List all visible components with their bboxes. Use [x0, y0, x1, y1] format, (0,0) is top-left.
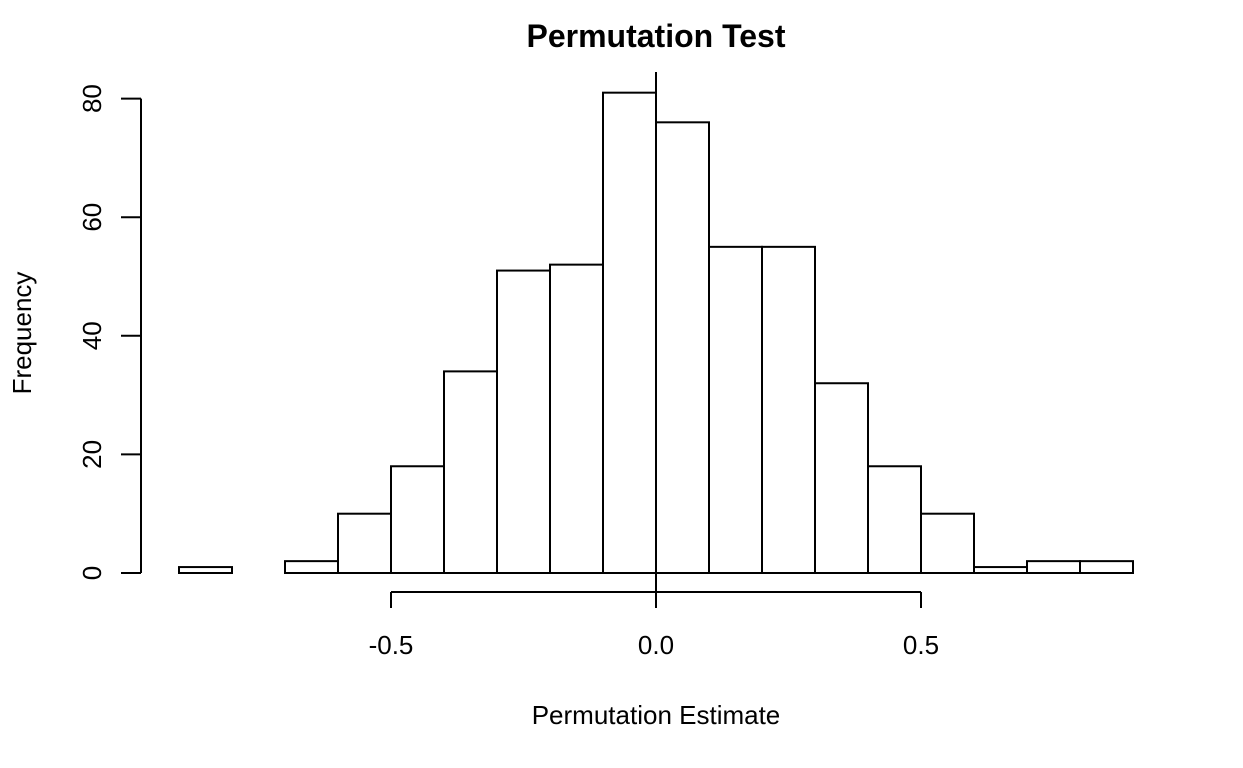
y-tick-label: 80: [77, 84, 107, 113]
histogram-bar: [708, 245, 763, 574]
histogram-bar: [284, 560, 339, 575]
y-axis-label: Frequency: [7, 272, 37, 395]
histogram-bar: [602, 91, 657, 574]
x-axis-label: Permutation Estimate: [532, 700, 781, 730]
y-axis: 0 20 40 60 80: [77, 84, 142, 580]
histogram-bar: [973, 566, 1028, 575]
histogram-bar: [1026, 560, 1081, 575]
bars-group: [178, 91, 1134, 575]
histogram-bar: [814, 382, 869, 574]
x-axis: -0.5 0.0 0.5: [369, 591, 939, 660]
x-tick-label: 0.0: [638, 630, 674, 660]
y-tick-label: 20: [77, 440, 107, 469]
histogram-bar: [496, 269, 551, 574]
x-tick-label: -0.5: [369, 630, 414, 660]
histogram-bar: [549, 263, 604, 574]
y-tick-label: 60: [77, 203, 107, 232]
x-tick-label: 0.5: [903, 630, 939, 660]
histogram-bar: [1079, 560, 1134, 575]
histogram-bar: [761, 245, 816, 574]
y-tick-label: 40: [77, 321, 107, 350]
histogram-bar: [390, 465, 445, 575]
histogram-bar: [655, 121, 710, 574]
histogram-bar: [443, 370, 498, 574]
histogram-bar: [867, 465, 922, 575]
histogram-bar: [337, 512, 392, 575]
histogram-bar: [178, 566, 233, 575]
chart-title: Permutation Test: [527, 18, 786, 54]
histogram-bar: [920, 512, 975, 575]
y-tick-label: 0: [77, 566, 107, 580]
